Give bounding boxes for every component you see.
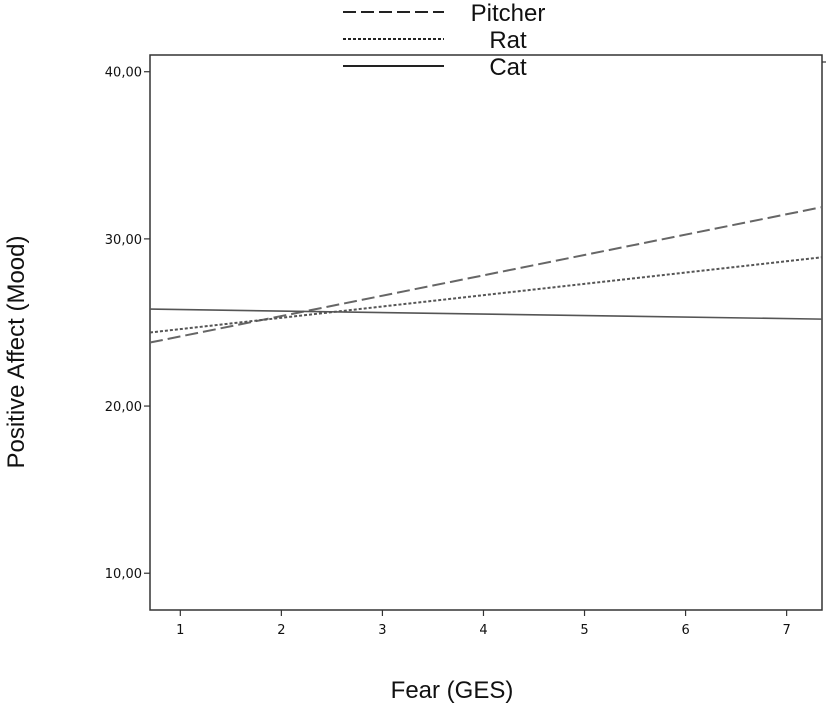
plot-area [149, 54, 823, 611]
x-tick-label: 7 [782, 623, 790, 638]
x-tick-label: 6 [681, 623, 689, 638]
x-axis-title: Fear (GES) [391, 677, 514, 704]
legend-label-rat: Rat [489, 27, 527, 54]
x-tick-label: 4 [479, 623, 487, 638]
x-tick-label: 3 [378, 623, 386, 638]
x-axis: 1 2 3 4 5 6 7 [176, 610, 791, 638]
x-tick-label: 1 [176, 623, 184, 638]
series-line-rat [149, 256, 823, 334]
y-tick-label: 30,00 [105, 233, 142, 248]
y-tick-label: 40,00 [105, 66, 142, 81]
series-line-cat [149, 308, 823, 320]
y-tick-label: 20,00 [105, 400, 142, 415]
legend-label-pitcher: Pitcher [471, 0, 546, 27]
series-layer [149, 206, 823, 344]
y-tick-label: 10,00 [105, 567, 142, 582]
y-axis-title: Positive Affect (Mood) [3, 236, 30, 469]
legend-label-cat: Cat [489, 54, 527, 81]
x-tick-label: 2 [277, 623, 285, 638]
y-axis: 10,00 20,00 30,00 40,00 [105, 61, 826, 582]
x-tick-label: 5 [580, 623, 588, 638]
